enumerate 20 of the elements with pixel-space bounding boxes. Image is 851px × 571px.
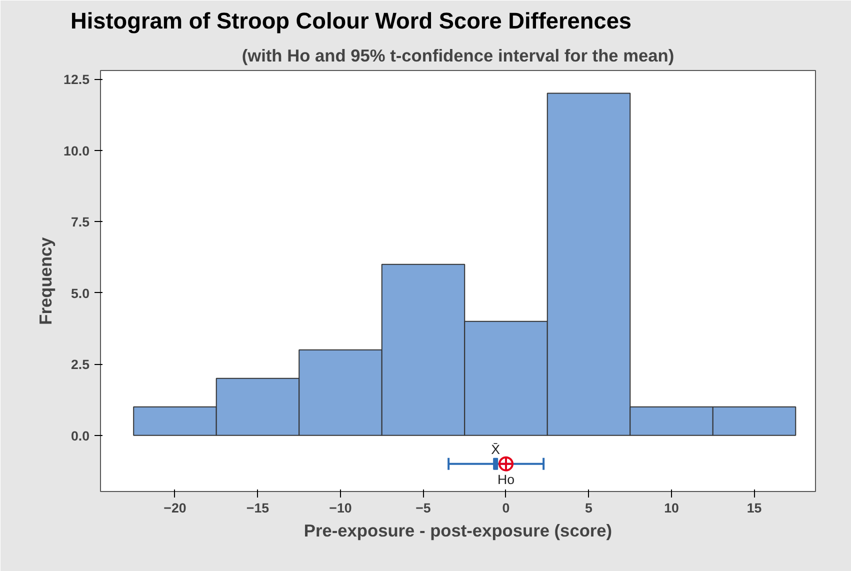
- y-axis-title: Frequency: [36, 236, 56, 325]
- x-tick-label: −10: [329, 500, 352, 516]
- y-tick-label: 5.0: [70, 286, 90, 301]
- x-axis-title: Pre-exposure - post-exposure (score): [304, 520, 612, 540]
- series-label: Ho: [497, 472, 515, 487]
- y-tick-label: 2.5: [70, 357, 90, 372]
- x-tick-label: 0: [502, 500, 510, 516]
- series-label: X̄: [491, 442, 500, 457]
- x-tick-label: −15: [246, 500, 270, 516]
- chart-title: Histogram of Stroop Colour Word Score Differences: [70, 8, 632, 34]
- y-tick-label: 12.5: [64, 72, 90, 88]
- y-tick-label: 0.0: [70, 428, 90, 444]
- x-tick-label: 10: [664, 500, 679, 516]
- y-tick-label: 10.0: [64, 143, 90, 158]
- x-tick-label: −20: [164, 500, 186, 516]
- x-tick-label: −5: [416, 500, 432, 516]
- y-tick-label: 7.5: [70, 214, 90, 230]
- chart-subtitle: (with Ho and 95% t-confidence interval for the mean): [242, 46, 674, 66]
- x-tick-label: 5: [585, 500, 594, 516]
- x-tick-label: 15: [746, 500, 762, 516]
